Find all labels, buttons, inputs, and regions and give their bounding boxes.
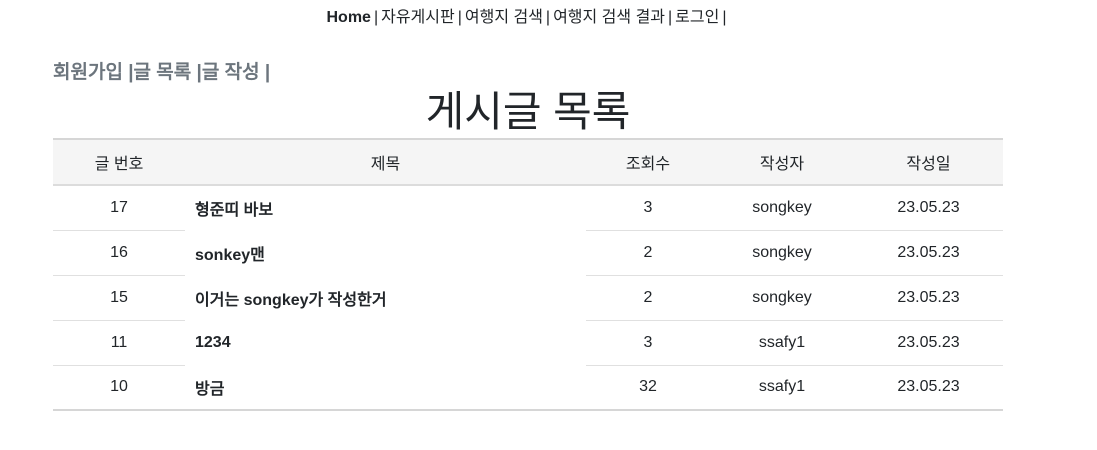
date-cell: 23.05.23 (854, 320, 1003, 366)
post-number-cell: 10 (110, 378, 128, 396)
table-header: 글 번호 제목 조회수 작성자 작성일 (53, 139, 1003, 185)
date-cell: 23.05.23 (897, 378, 960, 396)
post-title-link[interactable]: 형준띠 바보 (195, 202, 274, 219)
post-title-cell: 형준띠 바보 (185, 185, 586, 230)
author-cell: songkey (710, 275, 854, 321)
nav-travel-search-results-link[interactable]: 여행지 검색 결과 (553, 9, 666, 26)
post-number-cell: 11 (53, 320, 185, 366)
post-title-link[interactable]: 1234 (195, 333, 231, 351)
nav-free-board-link[interactable]: 자유게시판 (381, 9, 455, 26)
post-list-link[interactable]: 글 목록 (133, 62, 192, 83)
post-list-table: 글 번호 제목 조회수 작성자 작성일 17 형준띠 바보 3 songkey … (53, 138, 1003, 411)
post-title-link[interactable]: 이거는 songkey가 작성한거 (195, 291, 387, 309)
author-cell: ssafy1 (758, 378, 806, 396)
subnav-separator: | (264, 62, 271, 83)
post-number-cell: 17 (53, 185, 185, 231)
column-header-post-number: 글 번호 (94, 156, 144, 173)
views-cell: 2 (586, 275, 710, 321)
top-navigation: Home | 자유게시판 | 여행지 검색 | 여행지 검색 결과 | 로그인 | (0, 8, 1056, 28)
views-cell: 2 (586, 230, 710, 276)
nav-separator: | (373, 9, 379, 26)
subnav-separator: | (196, 62, 202, 83)
table-body: 17 형준띠 바보 3 songkey 23.05.23 16 sonkey맨 … (53, 185, 1003, 410)
post-title-link[interactable]: sonkey맨 (195, 246, 265, 264)
author-cell: songkey (710, 185, 854, 231)
subnav-separator: | (128, 62, 134, 83)
column-header-views: 조회수 (625, 156, 671, 173)
nav-separator: | (668, 9, 673, 26)
views-cell: 32 (639, 378, 657, 396)
table-row: 17 형준띠 바보 3 songkey 23.05.23 (53, 185, 1003, 231)
nav-login-link[interactable]: 로그인 (675, 9, 720, 26)
post-title-cell: 이거는 songkey가 작성한거 (185, 275, 586, 320)
post-number-cell: 15 (53, 275, 185, 321)
table-header-row: 글 번호 제목 조회수 작성자 작성일 (53, 139, 1003, 185)
post-title-link[interactable]: 방금 (195, 381, 225, 398)
author-cell: songkey (710, 230, 854, 276)
table-row: 11 1234 3 ssafy1 23.05.23 (53, 320, 1003, 366)
post-title-cell: sonkey맨 (185, 230, 586, 275)
nav-separator: | (722, 9, 727, 26)
date-cell: 23.05.23 (854, 275, 1003, 321)
post-title-cell: 1234 (185, 320, 586, 365)
views-cell: 3 (586, 320, 710, 366)
page-title: 게시글 목록 (425, 88, 631, 135)
write-post-link[interactable]: 글 작성 (201, 62, 260, 83)
nav-separator: | (545, 9, 551, 26)
column-header-title: 제목 (370, 156, 401, 173)
nav-travel-search-link[interactable]: 여행지 검색 (464, 9, 543, 26)
nav-separator: | (457, 9, 462, 26)
board-subnavigation: 회원가입 |글 목록 |글 작성 | (53, 60, 270, 86)
signup-link[interactable]: 회원가입 (53, 62, 123, 83)
views-cell: 3 (586, 185, 710, 231)
table-row: 16 sonkey맨 2 songkey 23.05.23 (53, 230, 1003, 276)
nav-home-link[interactable]: Home (326, 9, 371, 26)
post-title-cell: 방금 (185, 365, 586, 410)
date-cell: 23.05.23 (854, 185, 1003, 231)
date-cell: 23.05.23 (854, 230, 1003, 276)
table-row: 10 방금 32 ssafy1 23.05.23 (53, 365, 1003, 410)
post-number-cell: 16 (53, 230, 185, 276)
author-cell: ssafy1 (710, 320, 854, 366)
column-header-date: 작성일 (906, 156, 951, 173)
table-row: 15 이거는 songkey가 작성한거 2 songkey 23.05.23 (53, 275, 1003, 321)
column-header-author: 작성자 (759, 156, 805, 173)
